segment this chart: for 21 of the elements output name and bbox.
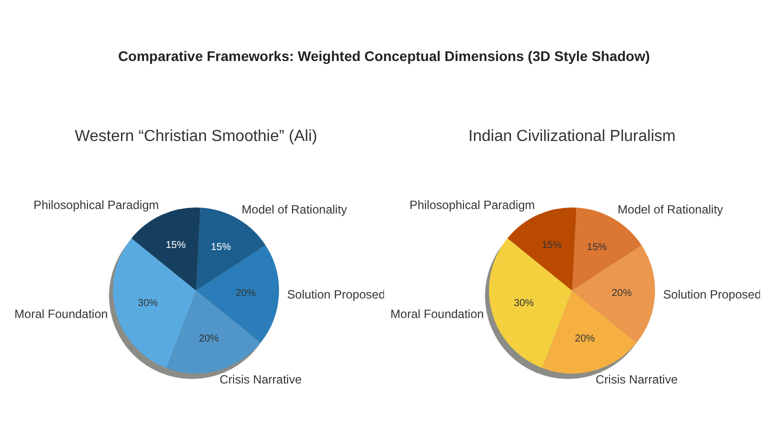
chart-title: Indian Civilizational Pluralism <box>467 128 677 146</box>
slice-label: Moral Foundation <box>14 306 108 321</box>
data-label: 20% <box>198 333 220 344</box>
data-label: 15% <box>586 242 608 254</box>
data-label: 15% <box>210 242 232 254</box>
data-label: 20% <box>574 333 596 344</box>
slice-label: Crisis Narrative <box>220 372 302 387</box>
slice-label: Philosophical Paradigm <box>409 198 535 212</box>
slice-label: Crisis Narrative <box>596 372 678 387</box>
data-label: 30% <box>138 298 158 310</box>
data-label: 15% <box>542 240 562 251</box>
data-label: 20% <box>612 288 632 299</box>
data-label: 20% <box>236 288 256 299</box>
data-label: 30% <box>514 298 534 310</box>
chart-subtitle: Western “Christian Smoothie” (Ali) <box>74 128 318 146</box>
slice-label: Moral Foundation <box>390 306 484 321</box>
slice-label: Model of Rationality <box>618 202 724 216</box>
chart-title: Comparative Frameworks: Weighted Conceptual Dimensions (3D Style Shadow) <box>117 48 651 64</box>
slice-label: Philosophical Paradigm <box>33 198 159 212</box>
data-label: 15% <box>166 240 186 251</box>
slice-label: Model of Rationality <box>242 202 348 216</box>
